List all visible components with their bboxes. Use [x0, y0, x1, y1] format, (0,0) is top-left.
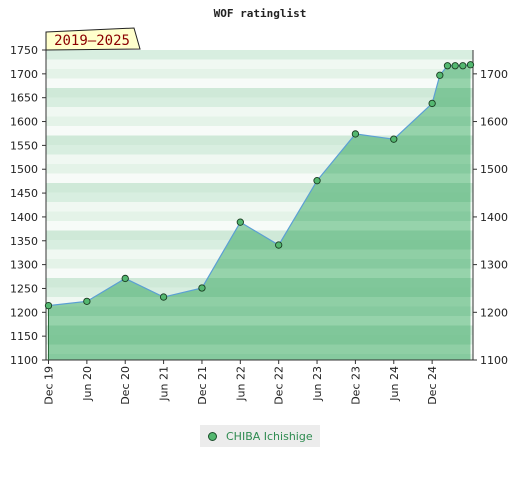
- y-tick-label-right: 1300: [480, 259, 508, 272]
- y-tick-label-right: 1200: [480, 306, 508, 319]
- bg-band: [46, 97, 473, 107]
- area-band: [48, 259, 471, 269]
- area-band: [48, 344, 471, 354]
- data-point: [121, 274, 129, 283]
- data-point: [390, 135, 398, 143]
- data-point: [443, 62, 452, 70]
- y-tick-label-right: 1400: [480, 211, 508, 224]
- bg-band: [46, 202, 473, 212]
- data-point: [428, 99, 436, 108]
- x-tick-label: Dec 24: [426, 366, 439, 405]
- bg-band: [46, 88, 473, 98]
- y-tick-label-right: 1500: [480, 163, 508, 176]
- x-tick-label: Dec 19: [43, 366, 56, 405]
- area-band: [48, 297, 471, 307]
- y-tick-label-left: 1650: [10, 92, 38, 105]
- area-band: [48, 354, 471, 360]
- data-points: [44, 61, 475, 310]
- bg-band: [46, 107, 473, 117]
- area-band: [48, 278, 471, 288]
- area-band: [48, 316, 471, 326]
- y-tick-label-left: 1300: [10, 259, 38, 272]
- data-point: [466, 61, 475, 69]
- y-tick-label-right: 1600: [480, 116, 508, 129]
- x-axis-labels: Dec 19 Jun 20 Dec 20 Jun 21 Dec 21 Jun 22 Dec …: [43, 360, 439, 405]
- data-point: [459, 62, 467, 70]
- data-point: [236, 218, 244, 226]
- series-line: [48, 64, 471, 307]
- bg-band: [46, 50, 473, 60]
- period-badge-box: [45, 27, 141, 51]
- data-point: [198, 284, 206, 292]
- chart-title: WOF ratinglist: [214, 7, 307, 20]
- data-point: [83, 297, 91, 305]
- series-line-path: [48, 64, 471, 307]
- bg-band: [46, 173, 473, 183]
- y-tick-label-right: 1100: [480, 354, 508, 367]
- y-tick-label-left: 1100: [10, 354, 38, 367]
- bg-band: [46, 69, 473, 79]
- y-tick-label-left: 1350: [10, 235, 38, 248]
- x-tick-label: Dec 22: [273, 366, 286, 405]
- y-tick-label-left: 1600: [10, 116, 38, 129]
- legend-marker: [208, 431, 217, 441]
- legend-label: CHIBA Ichishige: [226, 429, 313, 443]
- y-tick-label-left: 1700: [10, 68, 38, 81]
- data-point: [275, 241, 283, 249]
- bg-band: [46, 116, 473, 126]
- y-axis-right-labels: 1100 1200 1300 1400 1500 1600 1700: [473, 68, 508, 367]
- y-tick-label-left: 1750: [10, 44, 38, 57]
- bg-band: [46, 221, 473, 231]
- y-axis-left-labels: 1100 1150 1200 1250 1300 1350 1400 1450 1500 1550…: [10, 44, 46, 367]
- x-tick-label: Jun 20: [81, 366, 94, 402]
- x-tick-label: Dec 21: [196, 366, 209, 405]
- bg-band: [46, 126, 473, 136]
- bg-band: [46, 164, 473, 174]
- x-tick-label: Jun 22: [234, 366, 247, 402]
- legend: CHIBA Ichishige: [200, 425, 320, 447]
- bg-band: [46, 135, 473, 145]
- axes: [45, 50, 474, 361]
- area-band: [48, 306, 471, 316]
- area-band: [48, 325, 471, 335]
- x-tick-label: Jun 24: [388, 366, 401, 402]
- y-tick-label-left: 1450: [10, 187, 38, 200]
- y-tick-label-left: 1250: [10, 282, 38, 295]
- bg-band: [46, 78, 473, 88]
- data-point: [351, 130, 360, 138]
- area-band: [48, 335, 471, 345]
- period-badge: 2019–2025: [45, 27, 141, 51]
- x-tick-label: Dec 20: [119, 366, 132, 405]
- y-tick-label-left: 1500: [10, 163, 38, 176]
- area-band: [48, 287, 471, 297]
- data-point: [436, 71, 444, 79]
- data-point: [313, 177, 321, 185]
- period-badge-text: 2019–2025: [54, 33, 130, 49]
- y-tick-label-right: 1700: [480, 68, 508, 81]
- bg-band: [46, 183, 473, 193]
- area-band: [48, 230, 471, 240]
- data-point: [159, 293, 168, 301]
- data-point: [451, 62, 459, 70]
- bg-band: [46, 192, 473, 202]
- y-tick-label-left: 1200: [10, 306, 38, 319]
- area-band: [48, 268, 471, 278]
- y-tick-label-left: 1400: [10, 211, 38, 224]
- x-tick-label: Jun 21: [158, 366, 171, 402]
- area-band: [48, 249, 471, 259]
- x-tick-label: Dec 23: [349, 366, 362, 405]
- bg-band: [46, 59, 473, 69]
- area-band: [48, 240, 471, 250]
- bg-band: [46, 211, 473, 221]
- x-tick-label: Jun 23: [311, 366, 324, 402]
- bg-band: [46, 154, 473, 164]
- data-point: [44, 301, 53, 310]
- y-tick-label-left: 1550: [10, 139, 38, 152]
- y-tick-label-left: 1150: [10, 330, 38, 343]
- bg-band: [46, 145, 473, 155]
